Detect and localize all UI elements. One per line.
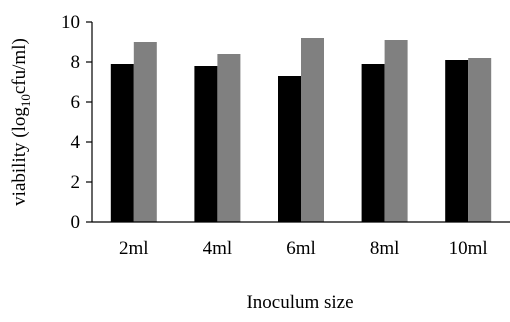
y-axis-ticks: 0 2 4 6 8 10	[61, 12, 92, 233]
y-axis-title-subscript: 10	[18, 94, 33, 107]
x-tick-label: 6ml	[286, 238, 316, 259]
bar-8ml-series-2	[384, 40, 408, 222]
bar-10ml-series-2	[468, 58, 492, 222]
y-axis-title-suffix: cfu/ml)	[9, 38, 30, 94]
x-axis-ticks: 2ml 4ml 6ml 8ml 10ml	[119, 238, 488, 259]
x-axis-title: Inoculum size	[246, 292, 353, 313]
bar-2ml-series-2	[133, 42, 157, 222]
y-tick-label: 10	[61, 12, 80, 33]
x-tick-label: 10ml	[449, 238, 488, 259]
x-tick-label: 8ml	[370, 238, 400, 259]
bars	[110, 38, 492, 222]
bar-2ml-series-1	[110, 64, 134, 222]
y-axis-title: viability (log10cfu/ml)	[9, 38, 33, 206]
x-tick-label: 2ml	[119, 238, 149, 259]
bar-10ml-series-1	[445, 60, 469, 222]
bar-6ml-series-2	[301, 38, 324, 222]
y-tick-label: 8	[71, 52, 81, 73]
y-tick-label: 0	[71, 212, 81, 233]
y-tick-label: 4	[71, 132, 81, 153]
y-axis-title-prefix: viability (log	[9, 107, 30, 206]
bar-6ml-series-1	[278, 76, 301, 222]
bar-4ml-series-2	[217, 54, 241, 222]
y-tick-label: 6	[71, 92, 81, 113]
y-tick-label: 2	[71, 172, 81, 193]
bar-8ml-series-1	[361, 64, 385, 222]
bar-4ml-series-1	[194, 66, 218, 222]
x-tick-label: 4ml	[203, 238, 233, 259]
